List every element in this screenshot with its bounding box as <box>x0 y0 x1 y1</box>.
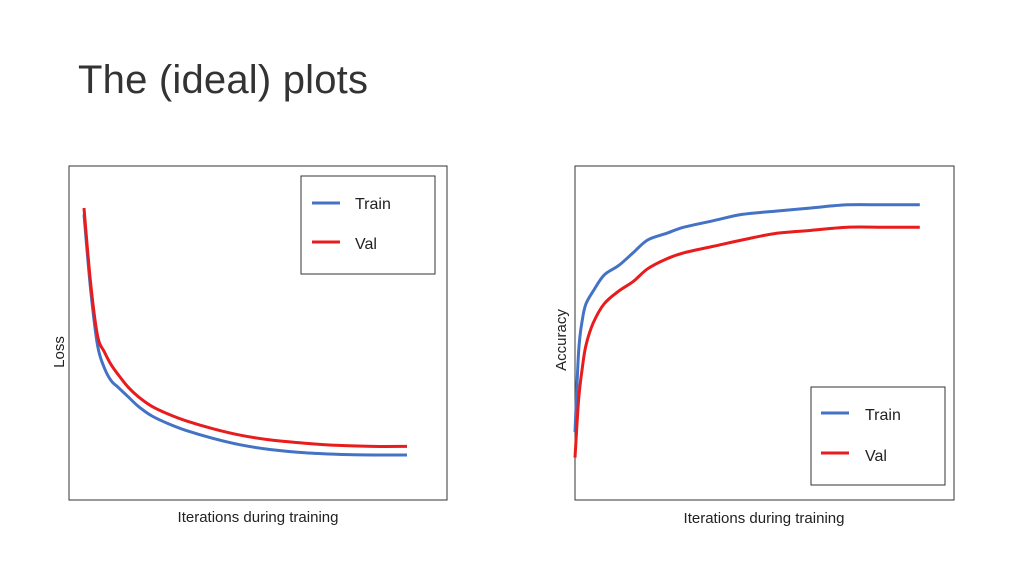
accuracy-chart: Train Val Iterations during training Acc… <box>553 165 955 527</box>
accuracy-legend-box <box>810 386 946 486</box>
accuracy-train-line <box>573 203 920 433</box>
loss-y-axis-label: Loss <box>51 336 68 368</box>
slide-title: The (ideal) plots <box>78 58 369 102</box>
accuracy-x-axis-label: Iterations during training <box>684 510 845 527</box>
loss-series-layer <box>82 207 408 457</box>
accuracy-legend-val-label: Val <box>865 448 887 465</box>
accuracy-series-layer <box>573 203 920 458</box>
loss-chart: Train Val Iterations during training Los… <box>51 165 448 526</box>
loss-legend: Train Val <box>300 175 436 275</box>
accuracy-legend-train-label: Train <box>865 407 901 424</box>
loss-train-line <box>82 214 408 457</box>
accuracy-legend: Train Val <box>810 386 946 486</box>
loss-val-line <box>82 207 408 448</box>
accuracy-val-line <box>573 225 920 458</box>
accuracy-y-axis-label: Accuracy <box>553 309 570 371</box>
loss-x-axis-label: Iterations during training <box>178 509 339 526</box>
loss-legend-box <box>300 175 436 275</box>
loss-legend-train-label: Train <box>355 196 391 213</box>
loss-legend-val-label: Val <box>355 236 377 253</box>
